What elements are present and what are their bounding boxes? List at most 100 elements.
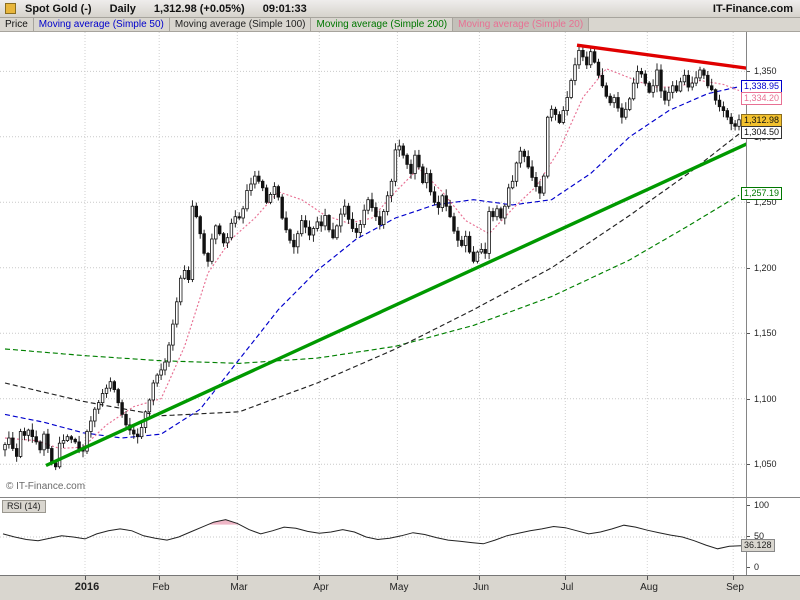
rsi-panel[interactable]: RSI (14): [0, 497, 746, 576]
candle-body: [350, 218, 355, 229]
candle-body: [608, 95, 612, 104]
candle-body: [65, 436, 70, 442]
candle-body: [702, 69, 706, 76]
candle-body: [487, 211, 491, 254]
rsi-line[interactable]: [2, 519, 742, 550]
candle-body: [725, 110, 729, 118]
price-tickmark: [747, 399, 750, 400]
candle-body: [522, 150, 526, 157]
candle-body: [421, 166, 425, 183]
ma200-line[interactable]: [4, 194, 740, 364]
rsi-plot[interactable]: [0, 498, 746, 576]
candle-body: [221, 233, 226, 244]
candle-body: [546, 116, 550, 177]
time-axis-label-aug: Aug: [640, 582, 658, 593]
candle-body: [202, 233, 206, 254]
price-tick-label: 1,250: [754, 197, 777, 207]
candle-body: [655, 69, 659, 87]
candle-body: [534, 176, 538, 187]
candle-body: [542, 175, 546, 194]
rsi-tickmark: [747, 505, 750, 506]
candle-body: [405, 154, 409, 165]
time-axis-label-jun: Jun: [472, 582, 490, 593]
price-axis[interactable]: 1,3501,3001,2501,2001,1501,1001,0501,338…: [741, 32, 800, 575]
time-axis-label-may: May: [389, 582, 409, 593]
candle-body: [393, 149, 398, 182]
rsi-tick-label: 0: [754, 562, 760, 572]
candle-body: [26, 429, 31, 436]
candle-body: [54, 462, 58, 468]
candle-body: [432, 191, 437, 203]
ma20-line[interactable]: [4, 68, 740, 450]
price-tickmark: [747, 71, 750, 72]
candle-body: [186, 269, 191, 280]
rsi-overbought-fill: [208, 519, 240, 525]
rsi-tickmark: [747, 536, 750, 537]
candle-body: [503, 205, 507, 219]
candle-body: [381, 211, 386, 226]
candle-body: [569, 80, 573, 98]
candle-body: [370, 199, 374, 208]
candle-body: [460, 239, 464, 246]
price-chart[interactable]: © IT-Finance.com: [0, 32, 746, 497]
time-axis-label-feb: Feb: [152, 582, 170, 593]
instrument-icon: [5, 3, 16, 14]
tab-moving-average-simple-20[interactable]: Moving average (Simple 20): [453, 18, 590, 31]
candle-body: [651, 85, 655, 93]
candle-body: [600, 74, 605, 87]
candle-body: [85, 431, 89, 452]
candle-body: [721, 106, 726, 111]
candle-body: [190, 205, 195, 280]
tab-moving-average-simple-200[interactable]: Moving average (Simple 200): [311, 18, 454, 31]
tab-moving-average-simple-100[interactable]: Moving average (Simple 100): [169, 18, 312, 31]
rsi-tick-label: 50: [754, 531, 765, 541]
candle-body: [233, 216, 237, 224]
panel-divider: [747, 497, 800, 498]
candle-body: [108, 381, 113, 389]
price-tickmark: [747, 464, 750, 465]
candle-body: [452, 216, 456, 232]
ma100-line[interactable]: [4, 133, 740, 417]
ma50-line[interactable]: [4, 86, 740, 439]
candle-body: [698, 69, 702, 79]
support-trendline[interactable]: [45, 142, 746, 468]
candle-body: [120, 402, 124, 415]
candle-body: [296, 233, 300, 248]
candle-body: [624, 108, 628, 118]
candle-body: [346, 205, 351, 220]
last-quote: 1,312.98 (+0.05%): [153, 2, 245, 15]
candle-body: [483, 248, 487, 254]
price-flag-ma200: 1,257.19: [741, 187, 783, 200]
candle-body: [374, 207, 378, 218]
resistance-trendline[interactable]: [576, 43, 746, 70]
candle-body: [167, 344, 171, 363]
candle-body: [385, 195, 390, 212]
time-axis-tickmark: [319, 576, 320, 580]
time-axis[interactable]: 2016 Feb Mar Apr May Jun Jul Aug Sep: [0, 575, 800, 600]
brand-logo: IT-Finance.com: [712, 2, 793, 15]
candle-body: [159, 369, 163, 376]
candle-body: [463, 235, 468, 246]
candle-body: [518, 150, 523, 164]
candle-body: [7, 437, 11, 445]
candlestick-plot[interactable]: [0, 32, 746, 497]
candle-body: [132, 429, 136, 435]
candle-body: [428, 173, 433, 193]
price-tick-label: 1,100: [754, 394, 777, 404]
candle-body: [151, 382, 155, 401]
candle-body: [671, 85, 675, 93]
tab-moving-average-simple-50[interactable]: Moving average (Simple 50): [33, 18, 170, 31]
time-axis-label-mar: Mar: [230, 582, 248, 593]
candle-body: [729, 116, 733, 125]
candle-body: [467, 235, 472, 253]
candle-body: [284, 217, 288, 231]
time-axis-tickmark: [85, 576, 86, 580]
candle-body: [413, 154, 417, 174]
time-axis-tickmark: [159, 576, 160, 580]
candle-body: [401, 145, 405, 156]
candle-body: [116, 389, 120, 404]
candle-body: [73, 438, 77, 443]
tab-price[interactable]: Price: [0, 18, 34, 31]
candle-body: [424, 173, 429, 184]
